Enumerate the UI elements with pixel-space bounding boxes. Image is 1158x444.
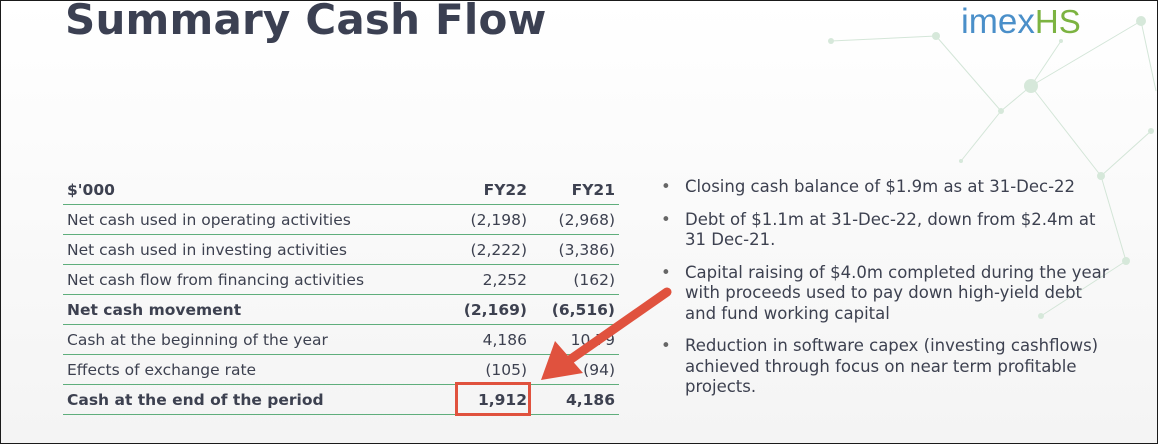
logo-text-hs: HS [1034, 3, 1081, 40]
logo-text-imex: imex [961, 2, 1035, 41]
row-label: Effects of exchange rate [63, 354, 443, 385]
company-logo: imexHS [961, 2, 1081, 42]
row-value-fy22: (2,198) [443, 204, 531, 235]
table-row-total: Net cash movement (2,169) (6,516) [63, 294, 619, 325]
cash-flow-table: $'000 FY22 FY21 Net cash used in operati… [63, 175, 619, 415]
table-row: Net cash used in operating activities (2… [63, 204, 619, 235]
bullet-dot-icon: • [661, 177, 671, 196]
table-row-total: Cash at the end of the period 1,912 4,18… [63, 384, 619, 415]
table-row: Cash at the beginning of the year 4,186 … [63, 324, 619, 355]
highlight-box [455, 382, 531, 416]
row-value-fy21: (162) [531, 264, 619, 295]
row-label: Cash at the beginning of the year [63, 324, 443, 355]
row-label: Net cash flow from financing activities [63, 264, 443, 295]
row-value-fy22: 2,252 [443, 264, 531, 295]
table-row: Effects of exchange rate (105) (94) [63, 354, 619, 385]
summary-bullets: • Closing cash balance of $1.9m as at 31-… [661, 177, 1111, 410]
row-label: Net cash used in operating activities [63, 204, 443, 235]
row-value-fy22: (2,169) [443, 294, 531, 325]
bullet-item: • Debt of $1.1m at 31-Dec-22, down from $… [661, 209, 1096, 250]
row-value-fy21: 10,79 [531, 324, 619, 355]
row-value-fy22: 4,186 [443, 324, 531, 355]
bullet-dot-icon: • [661, 336, 671, 355]
bullet-item: • Reduction in software capex (investing … [661, 336, 1099, 396]
bullet-item: • Capital raising of $4.0m completed duri… [661, 262, 1109, 323]
column-header-units: $'000 [63, 175, 443, 205]
row-value-fy22: (2,222) [443, 234, 531, 265]
table-row: Net cash flow from financing activities … [63, 264, 619, 295]
column-header-fy22: FY22 [443, 175, 531, 205]
row-value-fy22: (105) [443, 354, 531, 385]
slide-title: Summary Cash Flow [65, 0, 547, 44]
row-label: Net cash movement [63, 294, 443, 325]
row-value-fy21: 4,186 [531, 384, 619, 415]
table-row: Net cash used in investing activities (2… [63, 234, 619, 265]
table-header-row: $'000 FY22 FY21 [63, 175, 619, 205]
row-value-fy21: (6,516) [531, 294, 619, 325]
row-label: Cash at the end of the period [63, 384, 443, 415]
row-value-fy21: (3,386) [531, 234, 619, 265]
row-value-fy21: (94) [531, 354, 619, 385]
bullet-dot-icon: • [661, 262, 671, 282]
column-header-fy21: FY21 [531, 175, 619, 205]
row-label: Net cash used in investing activities [63, 234, 443, 265]
bullet-item: • Closing cash balance of $1.9m as at 31-… [661, 177, 1076, 196]
bullet-dot-icon: • [661, 209, 671, 229]
row-value-fy21: (2,968) [531, 204, 619, 235]
